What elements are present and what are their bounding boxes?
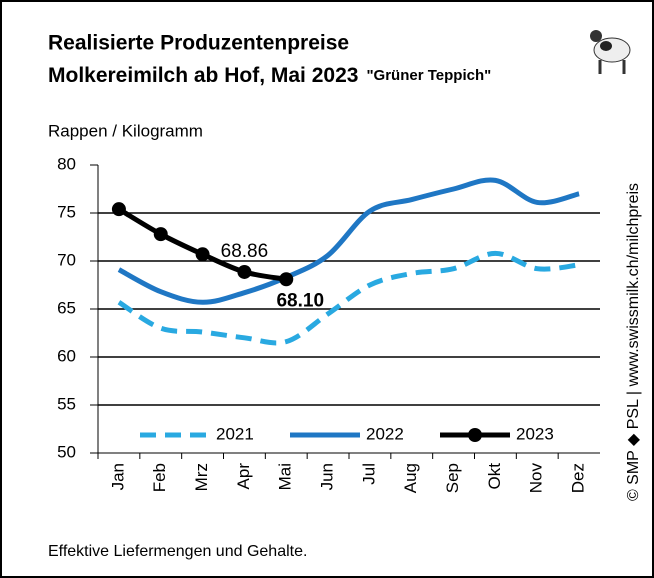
x-tick-label: Jun [318,463,337,490]
x-tick-label: Mrz [192,463,211,491]
source: © SMP ◆ PSL | www.swissmilk.ch/milchprei… [625,183,642,501]
y-tick-label: 80 [57,154,76,173]
x-tick-label: Feb [150,463,169,492]
legend-label: 2023 [516,424,554,443]
line-series [117,177,580,305]
line-series [117,250,580,346]
x-tick-label: Apr [234,463,253,490]
y-tick-label: 75 [57,202,76,221]
marker [195,247,210,262]
y-axis-label: Rappen / Kilogramm [48,121,203,140]
y-tick-label: 60 [57,346,76,365]
x-tick-label: Mai [276,463,295,490]
legend-label: 2022 [366,424,404,443]
cow-icon [590,30,631,74]
x-tick-label: Jul [359,463,378,485]
marker [279,272,294,287]
legend-label: 2021 [216,424,254,443]
y-tick-label: 55 [57,394,76,413]
x-tick-label: Jan [108,463,127,490]
x-tick-label: Aug [401,463,420,493]
x-tick-label: Dez [569,463,588,493]
y-tick-label: 65 [57,298,76,317]
footnote: Effektive Liefermengen und Gehalte. [48,543,307,560]
marker [153,227,168,242]
x-tick-label: Nov [527,463,546,494]
marker [111,202,126,217]
y-tick-label: 70 [57,250,76,269]
marker [237,264,252,279]
data-label: 68.86 [221,241,269,262]
x-tick-label: Okt [485,463,504,490]
annotation: "Grüner Teppich" [366,67,491,84]
chart-subtitle: Molkereimilch ab Hof, Mai 2023 "Grüner Te… [48,64,491,87]
legend-marker [468,428,482,442]
x-tick-label: Sep [443,463,462,493]
y-tick-label: 50 [57,442,76,461]
subtitle: Molkereimilch ab Hof, Mai 2023 [48,64,358,87]
data-label: 68.10 [276,290,324,311]
chart-title: Realisierte Produzentenpreise [48,32,349,55]
